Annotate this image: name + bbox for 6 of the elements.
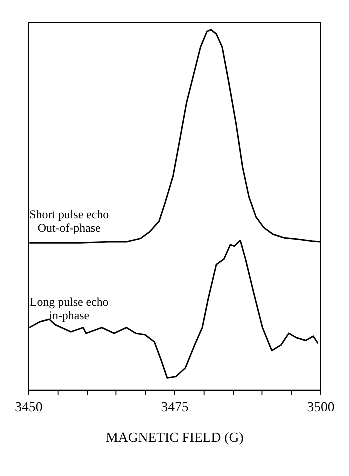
x-tick-label: 3450 (15, 400, 43, 415)
x-tick-label: 3500 (307, 400, 335, 415)
x-tick-label: 3475 (161, 400, 189, 415)
x-axis-title: MAGNETIC FIELD (G) (106, 430, 244, 445)
series-label: Short pulse echo Out-of-phase (30, 207, 110, 236)
series-label: Long pulse echo in-phase (30, 294, 109, 323)
